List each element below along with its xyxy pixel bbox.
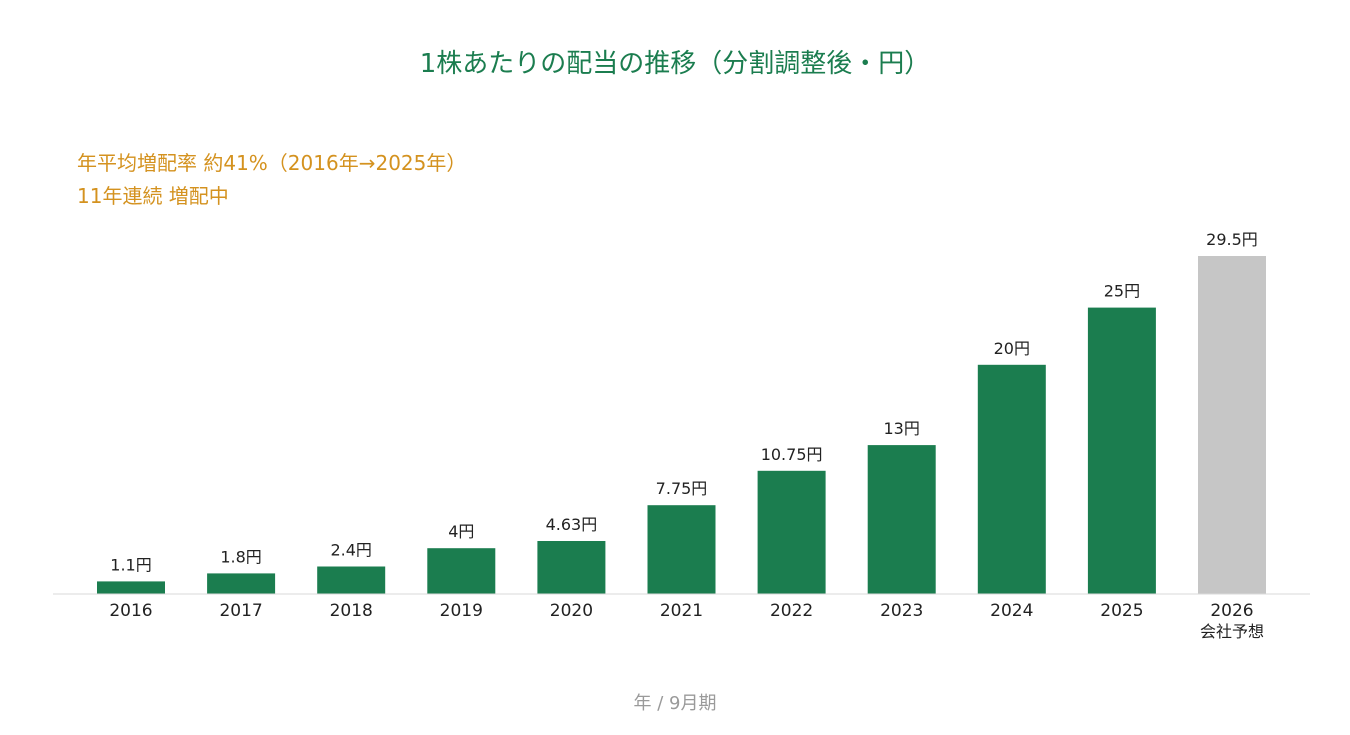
bar-2024	[977, 364, 1046, 594]
value-label-2016: 1.1円	[110, 555, 151, 574]
bar-2025	[1087, 307, 1156, 594]
x-tick-2017: 2017	[219, 601, 262, 621]
value-label-2023: 13円	[884, 419, 920, 438]
x-tick-2023: 2023	[880, 601, 923, 621]
value-label-2025: 25円	[1104, 282, 1140, 301]
value-label-2018: 2.4円	[330, 541, 371, 560]
x-tick-2026: 2026	[1210, 601, 1253, 621]
chart-title: 1株あたりの配当の推移（分割調整後・円）	[420, 49, 931, 79]
x-tick-2018: 2018	[330, 601, 373, 621]
bar-2021	[647, 505, 716, 594]
value-label-2024: 20円	[994, 339, 1030, 358]
labels-group: 1.1円 2016 1.8円 2017 2.4円 2018 4円 2019 4.63円 2020 7…	[109, 230, 1264, 641]
value-label-2020: 4.63円	[546, 515, 598, 534]
bar-2019	[427, 548, 496, 594]
x-tick-2022: 2022	[770, 601, 813, 621]
bar-2022	[757, 470, 826, 594]
bar-2023	[867, 445, 936, 594]
bar-2020	[537, 541, 606, 594]
value-label-2022: 10.75円	[761, 445, 823, 464]
value-label-2021: 7.75円	[656, 479, 708, 498]
growth-rate-annotation: 年平均増配率 約41%（2016年→2025年）	[77, 151, 466, 175]
bar-2016	[97, 581, 165, 594]
x-tick-2021: 2021	[660, 601, 703, 621]
bars-group	[97, 256, 1266, 594]
x-tick-2020: 2020	[550, 601, 593, 621]
value-label-2019: 4円	[448, 522, 474, 541]
bar-2017	[207, 573, 276, 594]
x-tick-sublabel-2026: 会社予想	[1200, 622, 1264, 641]
value-label-2026: 29.5円	[1206, 230, 1258, 249]
x-axis-label: 年 / 9月期	[634, 693, 717, 714]
streak-annotation: 11年連続 増配中	[77, 184, 229, 208]
bar-2026	[1198, 256, 1266, 594]
x-tick-2019: 2019	[440, 601, 483, 621]
bar-2018	[317, 566, 386, 594]
x-tick-2016: 2016	[109, 601, 152, 621]
x-tick-2024: 2024	[990, 601, 1033, 621]
value-label-2017: 1.8円	[220, 547, 261, 566]
x-tick-2025: 2025	[1100, 601, 1143, 621]
